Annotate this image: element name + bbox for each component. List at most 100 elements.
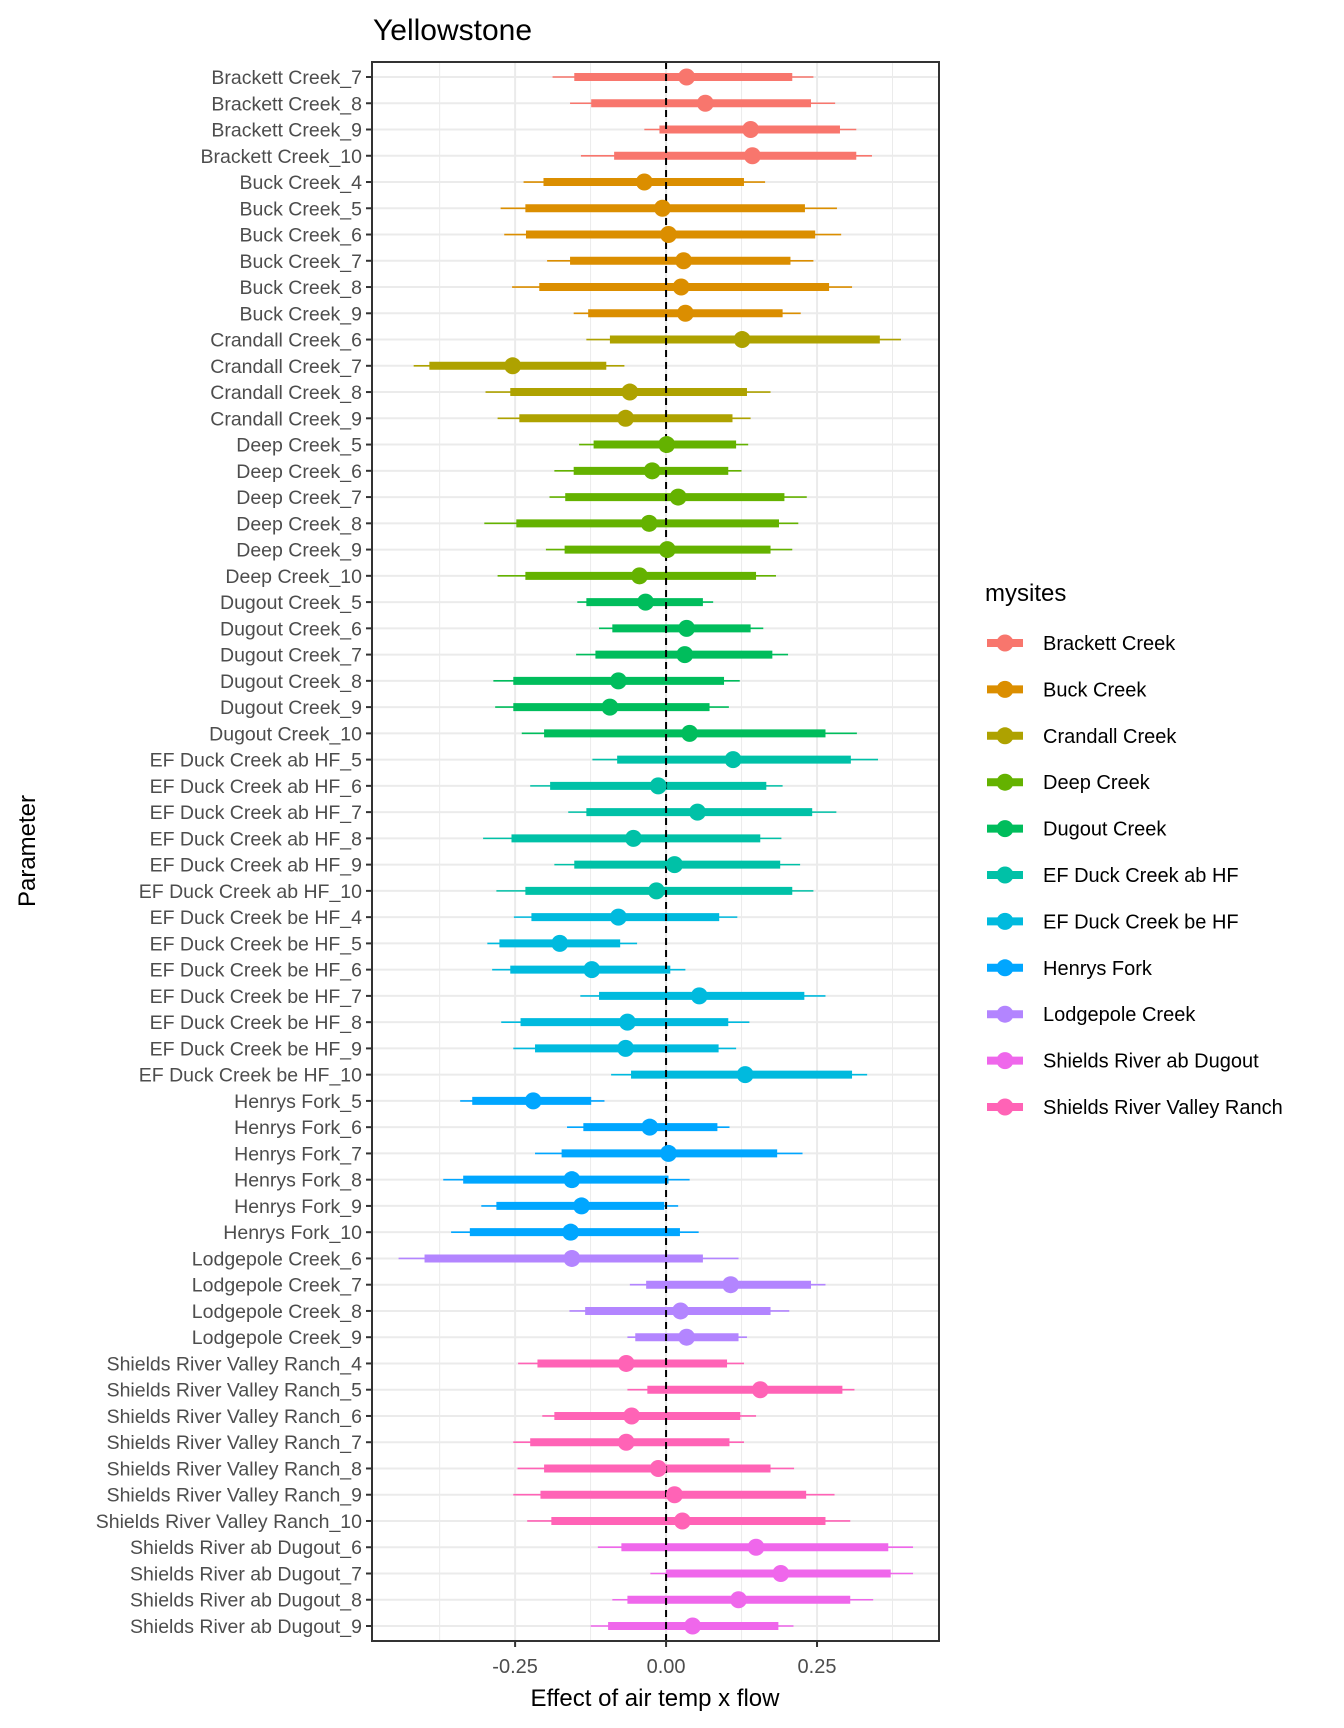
legend-label: Deep Creek [1043, 772, 1151, 794]
legend-label: EF Duck Creek be HF [1043, 911, 1239, 933]
y-tick-label: Henrys Fork_5 [234, 1091, 362, 1113]
legend-label: EF Duck Creek ab HF [1043, 865, 1239, 887]
y-tick-label: Lodgepole Creek_6 [192, 1248, 362, 1270]
y-tick-label: Crandall Creek_7 [210, 356, 362, 378]
y-tick-label: Dugout Creek_7 [220, 645, 362, 667]
chart-title: Yellowstone [373, 14, 532, 47]
y-tick-label: Deep Creek_6 [236, 461, 362, 483]
median-point [621, 383, 639, 401]
y-tick-label: Buck Creek_9 [240, 303, 362, 325]
x-axis-title: Effect of air temp x flow [531, 1685, 781, 1712]
y-axis-ticks: Brackett Creek_7 Brackett Creek_8 Brackett… [96, 67, 372, 1638]
plot-panel-border [371, 61, 940, 1642]
y-tick-label: Brackett Creek_9 [211, 120, 362, 142]
y-tick-label: Crandall Creek_9 [210, 408, 362, 430]
x-tick-label: -0.25 [492, 1656, 538, 1678]
y-tick-label: Henrys Fork_10 [223, 1222, 362, 1244]
median-point [772, 1564, 790, 1582]
median-point [688, 803, 706, 821]
median-point [504, 357, 522, 375]
legend-label: Crandall Creek [1043, 726, 1177, 748]
y-tick-label: Shields River Valley Ranch_7 [107, 1432, 362, 1454]
y-tick-label: EF Duck Creek be HF_5 [150, 933, 363, 955]
y-tick-label: Shields River ab Dugout_9 [130, 1616, 362, 1638]
y-tick-label: Lodgepole Creek_7 [192, 1275, 362, 1297]
y-tick-label: Buck Creek_7 [240, 251, 362, 273]
x-tick-label: 0.00 [647, 1656, 686, 1678]
legend-key-point [996, 866, 1014, 884]
legend-key-point [996, 1098, 1014, 1116]
median-point [601, 698, 619, 716]
median-point [672, 1302, 690, 1320]
y-tick-label: Buck Creek_8 [240, 277, 362, 299]
median-point [733, 331, 751, 349]
median-point [573, 1197, 591, 1215]
legend-label: Henrys Fork [1043, 958, 1153, 980]
y-tick-label: Henrys Fork_7 [234, 1143, 362, 1165]
y-tick-label: Dugout Creek_8 [220, 671, 362, 693]
median-point [743, 147, 761, 165]
median-point [647, 882, 665, 900]
y-tick-label: EF Duck Creek ab HF_6 [150, 776, 362, 798]
median-point [678, 1328, 696, 1346]
median-point [751, 1381, 769, 1399]
legend-key-point [996, 820, 1014, 838]
legend-item: Brackett Creek [987, 633, 1176, 655]
legend-key-point [996, 727, 1014, 745]
y-tick-label: Shields River Valley Ranch_5 [107, 1380, 363, 1402]
y-tick-label: Deep Creek_10 [225, 566, 362, 588]
y-tick-label: Dugout Creek_6 [220, 618, 362, 640]
y-tick-label: Deep Creek_8 [236, 513, 362, 535]
median-point [666, 856, 684, 874]
y-tick-label: EF Duck Creek be HF_9 [150, 1038, 362, 1060]
y-tick-label: Lodgepole Creek_8 [192, 1301, 362, 1323]
median-points [504, 68, 790, 1635]
legend-label: Brackett Creek [1043, 633, 1176, 655]
y-tick-label: Buck Creek_4 [240, 172, 363, 194]
legend-item: EF Duck Creek be HF [987, 911, 1239, 933]
median-point [659, 226, 677, 244]
median-point [678, 68, 696, 86]
y-tick-label: EF Duck Creek ab HF_10 [139, 881, 362, 903]
median-point [562, 1223, 580, 1241]
legend-label: Lodgepole Creek [1043, 1004, 1196, 1026]
y-tick-label: Shields River Valley Ranch_9 [107, 1485, 362, 1507]
median-point [617, 1354, 635, 1372]
y-tick-label: Brackett Creek_7 [211, 67, 362, 89]
y-tick-label: Henrys Fork_6 [234, 1117, 362, 1139]
median-point [617, 1433, 635, 1451]
median-point [659, 1144, 677, 1162]
legend-label: Buck Creek [1043, 679, 1147, 701]
median-point [617, 409, 635, 427]
median-point [672, 278, 690, 296]
median-point [675, 252, 693, 270]
y-tick-label: Lodgepole Creek_9 [192, 1327, 362, 1349]
y-tick-label: Brackett Creek_10 [201, 146, 363, 168]
legend-item: Deep Creek [987, 772, 1151, 794]
median-point [676, 646, 694, 664]
legend-label: Shields River Valley Ranch [1043, 1097, 1283, 1119]
x-tick-label: 0.25 [798, 1656, 837, 1678]
y-tick-label: Shields River ab Dugout_6 [130, 1537, 362, 1559]
y-tick-label: Shields River Valley Ranch_10 [96, 1511, 362, 1533]
legend-key-point [996, 1005, 1014, 1023]
median-point [583, 961, 601, 979]
legend-key-point [996, 634, 1014, 652]
legend-title: mysites [985, 580, 1066, 607]
legend-label: Dugout Creek [1043, 819, 1167, 841]
median-point [649, 777, 667, 795]
legend-item: Buck Creek [987, 679, 1147, 701]
legend: mysites Brackett Creek Buck Creek Crandall… [985, 580, 1283, 1119]
legend-item: EF Duck Creek ab HF [987, 865, 1239, 887]
y-axis-title: Parameter [14, 795, 41, 907]
x-axis-ticks: -0.25 0.00 0.25 [492, 1641, 836, 1678]
median-point [747, 1538, 765, 1556]
y-tick-label: EF Duck Creek be HF_8 [150, 1012, 362, 1034]
median-point [637, 593, 655, 611]
y-tick-label: Dugout Creek_5 [220, 592, 362, 614]
median-point [724, 751, 742, 769]
median-point [653, 199, 671, 217]
median-point [684, 1617, 702, 1635]
y-tick-label: EF Duck Creek be HF_10 [139, 1065, 362, 1087]
median-point [630, 567, 648, 585]
